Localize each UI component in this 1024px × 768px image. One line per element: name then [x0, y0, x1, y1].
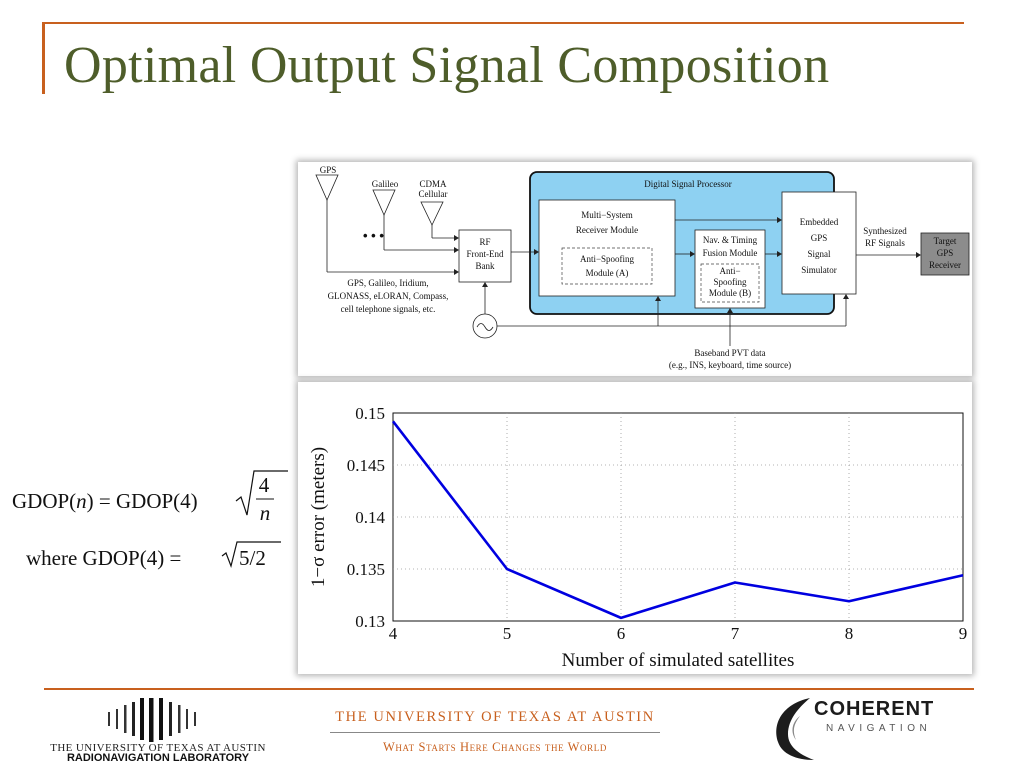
ut-austin-wordmark: THE UNIVERSITY OF TEXAS AT AUSTIN	[335, 709, 655, 725]
baseband-label-1: Baseband PVT data	[694, 348, 765, 358]
y-axis-label: 1−σ error (meters)	[308, 447, 329, 587]
synth-label-1: Synthesized	[863, 226, 907, 236]
gdop-formula: GDOP(n) = GDOP(4) 4 n where GDOP(4) = 5/…	[10, 462, 288, 582]
nav-fusion-label-1: Nav. & Timing	[703, 235, 758, 245]
y-tick-label: 0.14	[355, 508, 385, 527]
antispoof-b-label-1: Anti−	[719, 266, 740, 276]
signals-caption-2: GLONASS, eLORAN, Compass,	[328, 291, 449, 301]
gps-antenna-icon	[315, 174, 339, 272]
simulator-label-1: Embedded	[800, 217, 839, 227]
simulator-label-4: Simulator	[801, 265, 837, 275]
slide-title: Optimal Output Signal Composition	[64, 37, 830, 94]
rf-frontend-label-3: Bank	[476, 261, 495, 271]
x-tick-label: 8	[845, 624, 854, 643]
error-vs-satellites-chart: 4 5 6 7 8 9 0.13 0.135 0.14 0.145 0.15 Number of s…	[308, 404, 968, 671]
antispoof-b-box	[700, 263, 760, 303]
coherent-navigation-swoosh-icon	[776, 698, 814, 760]
more-antennas-ellipsis: • • •	[363, 228, 384, 243]
rnl-university-text: THE UNIVERSITY OF TEXAS AT AUSTIN	[50, 742, 266, 754]
antispoof-b-label-3: Module (B)	[709, 288, 751, 298]
top-rule	[44, 22, 964, 24]
x-tick-label: 5	[503, 624, 512, 643]
rf-frontend-label-1: RF	[479, 237, 490, 247]
axis-ticks: 4 5 6 7 8 9 0.13 0.135 0.14 0.145 0.15	[347, 404, 968, 643]
synth-label-2: RF Signals	[865, 238, 905, 248]
formula-line2-radicand: 5/2	[239, 546, 266, 570]
target-receiver-box	[920, 232, 970, 276]
cdma-antenna-icon	[420, 201, 444, 238]
rnl-lab-name: RADIONAVIGATION LABORATORY	[66, 752, 250, 764]
oscillator-icon	[472, 313, 498, 339]
antispoof-b-label-2: Spoofing	[713, 277, 747, 287]
fraction-numerator: 4	[259, 473, 270, 497]
block-diagram-panel: GPS Galileo CDMA Cellular • • • GPS, Gal…	[298, 162, 972, 376]
target-label-2: GPS	[937, 248, 954, 258]
baseband-label-2: (e.g., INS, keyboard, time source)	[669, 360, 791, 370]
x-tick-label: 9	[959, 624, 968, 643]
grid-lines	[393, 413, 963, 621]
coherent-navigation-subtitle: NAVIGATION	[826, 723, 932, 734]
x-tick-label: 4	[389, 624, 398, 643]
chart-panel: 4 5 6 7 8 9 0.13 0.135 0.14 0.145 0.15 Number of s…	[298, 382, 972, 674]
gps-antenna-label: GPS	[320, 165, 337, 175]
ut-motto: What Starts Here Changes the World	[383, 740, 607, 754]
x-tick-label: 7	[731, 624, 740, 643]
y-tick-label: 0.13	[355, 612, 385, 631]
title-accent-bar	[42, 22, 45, 94]
cdma-antenna-label-2: Cellular	[419, 189, 448, 199]
antispoof-a-box	[561, 247, 653, 285]
formula-line1-lhs: GDOP(n) = GDOP(4)	[12, 489, 198, 513]
gdop-formula-graphic: GDOP(n) = GDOP(4) 4 n where GDOP(4) = 5/…	[12, 470, 288, 570]
receiver-module-label-2: Receiver Module	[576, 225, 638, 235]
simulator-label-2: GPS	[811, 233, 828, 243]
cdma-antenna-label-1: CDMA	[419, 179, 447, 189]
fraction-denominator: n	[260, 501, 271, 525]
formula-line2-prefix: where GDOP(4) =	[26, 546, 181, 570]
series-line	[391, 420, 964, 620]
ut-divider	[330, 732, 660, 733]
galileo-antenna-icon	[372, 189, 396, 250]
sqrt-sign-2	[221, 541, 281, 568]
block-diagram: GPS Galileo CDMA Cellular • • • GPS, Gal…	[315, 165, 970, 370]
y-tick-label: 0.145	[347, 456, 385, 475]
galileo-antenna-label: Galileo	[372, 179, 399, 189]
simulator-box	[781, 191, 857, 295]
bottom-rule	[44, 688, 974, 690]
x-axis-label: Number of simulated satellites	[562, 650, 795, 671]
sqrt-sign-1	[235, 470, 288, 516]
y-tick-label: 0.135	[347, 560, 385, 579]
nav-fusion-label-2: Fusion Module	[703, 248, 758, 258]
coherent-navigation-wordmark: COHERENT	[814, 698, 935, 720]
signals-caption-1: GPS, Galileo, Iridium,	[347, 278, 428, 288]
y-tick-label: 0.15	[355, 404, 385, 423]
target-label-1: Target	[934, 236, 957, 246]
antispoof-a-label-2: Module (A)	[586, 268, 629, 278]
x-tick-label: 6	[617, 624, 626, 643]
radionavigation-lab-logo-icon	[108, 698, 196, 742]
dsp-title: Digital Signal Processor	[644, 179, 732, 189]
simulator-label-3: Signal	[807, 249, 831, 259]
rf-frontend-label-2: Front-End	[467, 249, 504, 259]
antispoof-a-label-1: Anti−Spoofing	[580, 254, 635, 264]
target-label-3: Receiver	[929, 260, 961, 270]
signals-caption-3: cell telephone signals, etc.	[341, 304, 436, 314]
receiver-module-label-1: Multi−System	[581, 210, 633, 220]
